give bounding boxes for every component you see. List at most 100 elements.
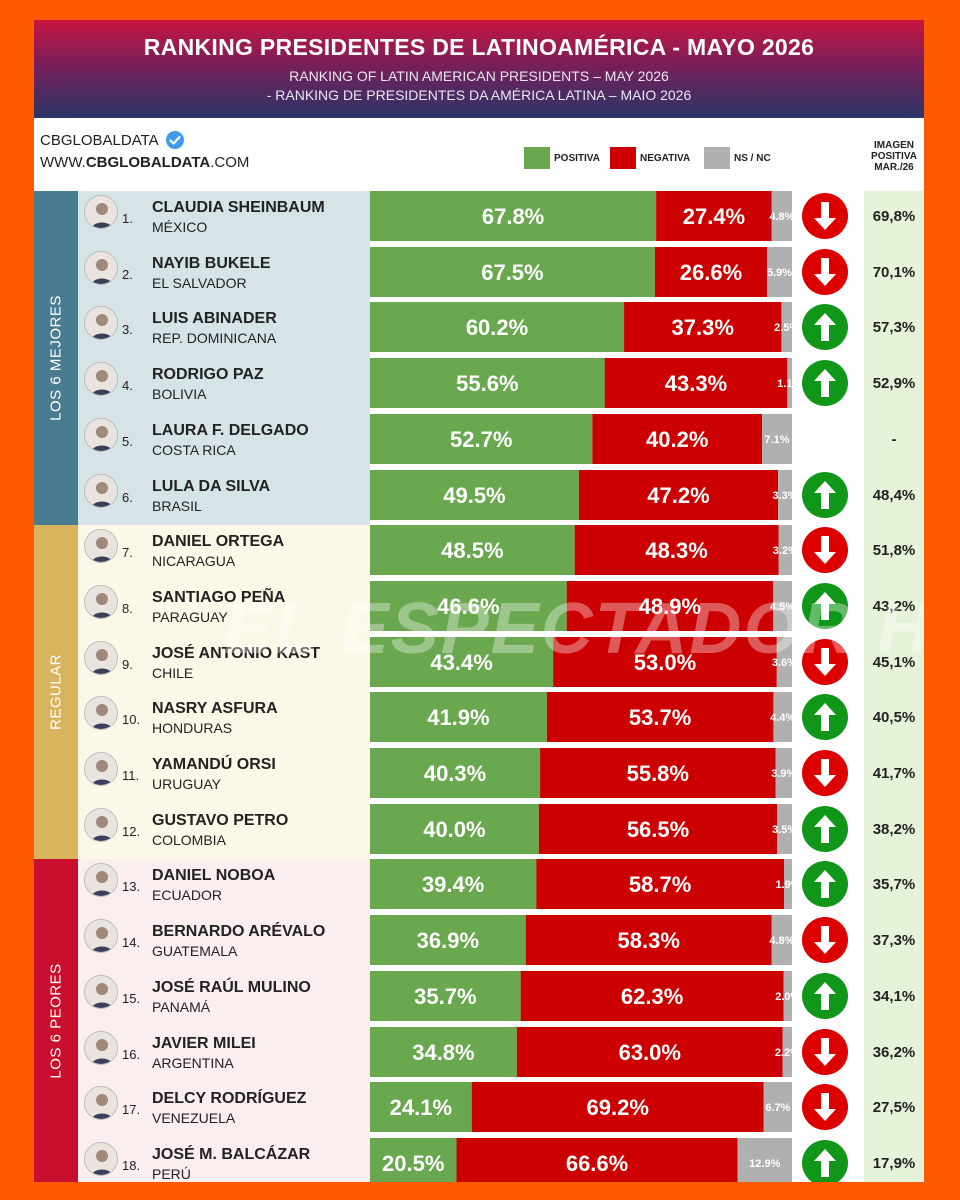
rank-number: 4. (122, 378, 133, 394)
label-negative: 53.0% (634, 650, 696, 675)
president-name: RODRIGO PAZ (152, 366, 264, 384)
approval-bar: 67.5% 26.6% 5.9% (370, 246, 792, 297)
avatar (84, 640, 118, 675)
label-negative: 40.2% (646, 427, 708, 452)
country-name: COSTA RICA (152, 441, 236, 458)
label-positive: 43.4% (430, 650, 492, 675)
label-nsnc: 4.8% (769, 935, 792, 947)
avatar (84, 362, 118, 397)
group-bar-best: LOS 6 MEJORES (34, 191, 78, 525)
label-negative: 47.2% (647, 482, 709, 507)
bar-positive (370, 469, 579, 520)
previous-positive-value: 40,5% (872, 709, 916, 727)
legend-label-nsnc: NS / NC (734, 152, 771, 164)
country-name: PANAMÁ (152, 998, 211, 1015)
ranking-card: RANKING PRESIDENTES DE LATINOAMÉRICA - M… (34, 20, 924, 1182)
header-banner: RANKING PRESIDENTES DE LATINOAMÉRICA - M… (34, 20, 924, 118)
approval-bar: 34.8% 63.0% 2.2% (370, 1026, 792, 1077)
previous-positive-value: 48,4% (872, 486, 916, 504)
president-row: 5. LAURA F. DELGADO COSTA RICA 52.7% 40.2% 7.… (34, 413, 924, 468)
legend-label-negative: NEGATIVA (640, 152, 691, 164)
avatar (84, 863, 118, 898)
label-nsnc: 3.6% (772, 657, 792, 669)
avatar (84, 417, 118, 452)
approval-bar: 43.4% 53.0% 3.6% (370, 636, 792, 687)
label-nsnc: 1.9% (775, 879, 792, 891)
avatar (84, 1086, 118, 1121)
label-negative: 53.7% (629, 705, 691, 730)
label-negative: 63.0% (619, 1039, 681, 1064)
label-negative: 48.9% (639, 594, 701, 619)
bar-positive (370, 580, 567, 631)
president-row: 12. GUSTAVO PETRO COLOMBIA 40.0% 56.5% 3.5% 38… (34, 803, 924, 858)
previous-positive-value: 41,7% (872, 765, 916, 782)
president-name: SANTIAGO PEÑA (152, 588, 286, 606)
bar-negative (456, 1137, 738, 1182)
avatar (84, 696, 118, 731)
avatar (84, 1141, 118, 1176)
president-name: JOSÉ RAÚL MULINO (152, 978, 311, 996)
president-name: GUSTAVO PETRO (152, 811, 289, 829)
group-bar-worst: LOS 6 PEORES (34, 859, 78, 1182)
bar-positive (370, 1082, 472, 1133)
president-name: YAMANDÚ ORSI (152, 756, 276, 773)
bar-positive (370, 1137, 457, 1182)
president-row: 13. DANIEL NOBOA ECUADOR 39.4% 58.7% 1.9% 35,7… (34, 859, 924, 913)
bar-negative (574, 525, 779, 576)
bar-nsnc (777, 803, 792, 854)
bar-negative (471, 1082, 764, 1133)
bar-nsnc (778, 469, 792, 520)
previous-positive-value: - (891, 430, 897, 448)
group-bar-regular: REGULAR (34, 525, 78, 859)
country-name: BRASIL (152, 497, 202, 514)
arrow-down-icon (800, 247, 850, 297)
arrow-up-icon (800, 1138, 850, 1182)
label-negative: 55.8% (627, 761, 689, 786)
label-negative: 58.3% (618, 928, 680, 953)
label-positive: 67.8% (482, 204, 544, 229)
president-name: BERNARDO ARÉVALO (152, 923, 326, 941)
previous-positive-value: 34,1% (872, 987, 916, 1005)
brand-name-block: CBGLOBALDATA (40, 130, 185, 150)
brand-url[interactable]: WWW.CBGLOBALDATA.COM (40, 154, 249, 171)
label-nsnc: 7.1% (764, 434, 789, 446)
label-negative: 26.6% (680, 260, 742, 285)
bar-positive (370, 525, 575, 576)
bar-positive (370, 1026, 517, 1077)
previous-positive-value: 35,7% (872, 876, 916, 894)
bar-negative (578, 469, 779, 520)
tier-bg-worst (78, 859, 370, 1182)
previous-positive-value: 69,8% (872, 208, 916, 225)
country-name: REP. DOMINICANA (152, 330, 277, 347)
legend-positive: POSITIVA (524, 147, 600, 169)
label-positive: 40.0% (423, 817, 485, 842)
previous-positive-value: 51,8% (872, 542, 916, 560)
previous-positive-value: 43,2% (872, 597, 916, 615)
previous-positive-value: 17,9% (872, 1154, 916, 1172)
rank-number: 11. (122, 768, 140, 783)
legend-negative: NEGATIVA (610, 147, 690, 169)
label-nsnc: 6.7% (765, 1102, 790, 1114)
rank-number: 16. (122, 1046, 141, 1062)
rank-number: 3. (122, 322, 133, 338)
legend-swatch-negative (610, 147, 636, 169)
president-row: 3. LUIS ABINADER REP. DOMINICANA 60.2% 37.3%… (34, 302, 924, 356)
bar-negative (525, 915, 772, 966)
country-name: PARAGUAY (152, 608, 228, 625)
president-row: 18. JOSÉ M. BALCÁZAR PERÚ 20.5% 66.6% 12.9% 17… (34, 1137, 924, 1182)
verified-badge-icon (165, 131, 184, 149)
avatar (84, 195, 118, 229)
approval-bar: 67.8% 27.4% 4.8% (370, 191, 792, 241)
president-row: 1. CLAUDIA SHEINBAUM MÉXICO 67.8% 27.4% 4.8% 6… (34, 191, 924, 245)
rank-number: 14. (122, 935, 141, 951)
country-name: CHILE (152, 664, 194, 681)
president-name: LAURA F. DELGADO (152, 421, 309, 439)
arrow-up-icon (800, 692, 850, 742)
rank-number: 18. (122, 1157, 141, 1173)
president-row: 9. JOSÉ ANTONIO KAST CHILE 43.4% 53.0% 3.6% 45… (34, 636, 924, 691)
president-row: 11. YAMANDÚ ORSI URUGUAY 40.3% 55.8% 3.9% 41,7… (34, 748, 924, 802)
label-positive: 39.4% (422, 872, 484, 897)
rank-number: 8. (122, 600, 133, 616)
country-name: COLOMBIA (152, 831, 226, 848)
bar-negative (656, 191, 772, 241)
